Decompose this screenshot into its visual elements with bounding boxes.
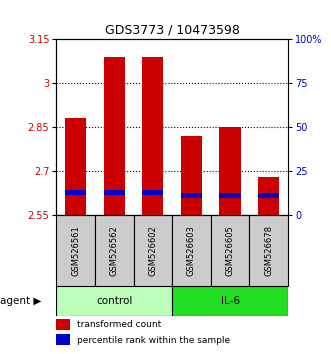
Bar (56, 335, 70, 346)
Text: control: control (96, 296, 132, 306)
Title: GDS3773 / 10473598: GDS3773 / 10473598 (105, 23, 240, 36)
Bar (181, 193, 202, 198)
Bar (56, 286, 172, 315)
Text: GSM526603: GSM526603 (187, 225, 196, 276)
Bar (104, 190, 125, 195)
Bar (211, 216, 249, 286)
Text: transformed count: transformed count (77, 320, 162, 329)
Bar (258, 193, 279, 198)
Bar (133, 216, 172, 286)
Bar (172, 286, 288, 315)
Bar (249, 216, 288, 286)
Text: percentile rank within the sample: percentile rank within the sample (77, 336, 230, 344)
Bar (95, 216, 133, 286)
Bar (172, 216, 211, 286)
Bar (65, 190, 86, 195)
Text: IL-6: IL-6 (220, 296, 240, 306)
Text: GSM526561: GSM526561 (71, 225, 80, 276)
Bar (56, 319, 70, 330)
Bar (142, 190, 164, 195)
Bar (104, 57, 125, 216)
Bar (65, 118, 86, 216)
Bar (219, 193, 241, 198)
Text: GSM526678: GSM526678 (264, 225, 273, 276)
Bar (181, 136, 202, 216)
Text: GSM526562: GSM526562 (110, 225, 119, 276)
Bar (142, 57, 164, 216)
Bar (258, 177, 279, 216)
Text: GSM526602: GSM526602 (148, 225, 157, 276)
Bar (56, 216, 95, 286)
Bar (219, 127, 241, 216)
Text: GSM526605: GSM526605 (225, 225, 235, 276)
Text: agent ▶: agent ▶ (0, 296, 41, 306)
